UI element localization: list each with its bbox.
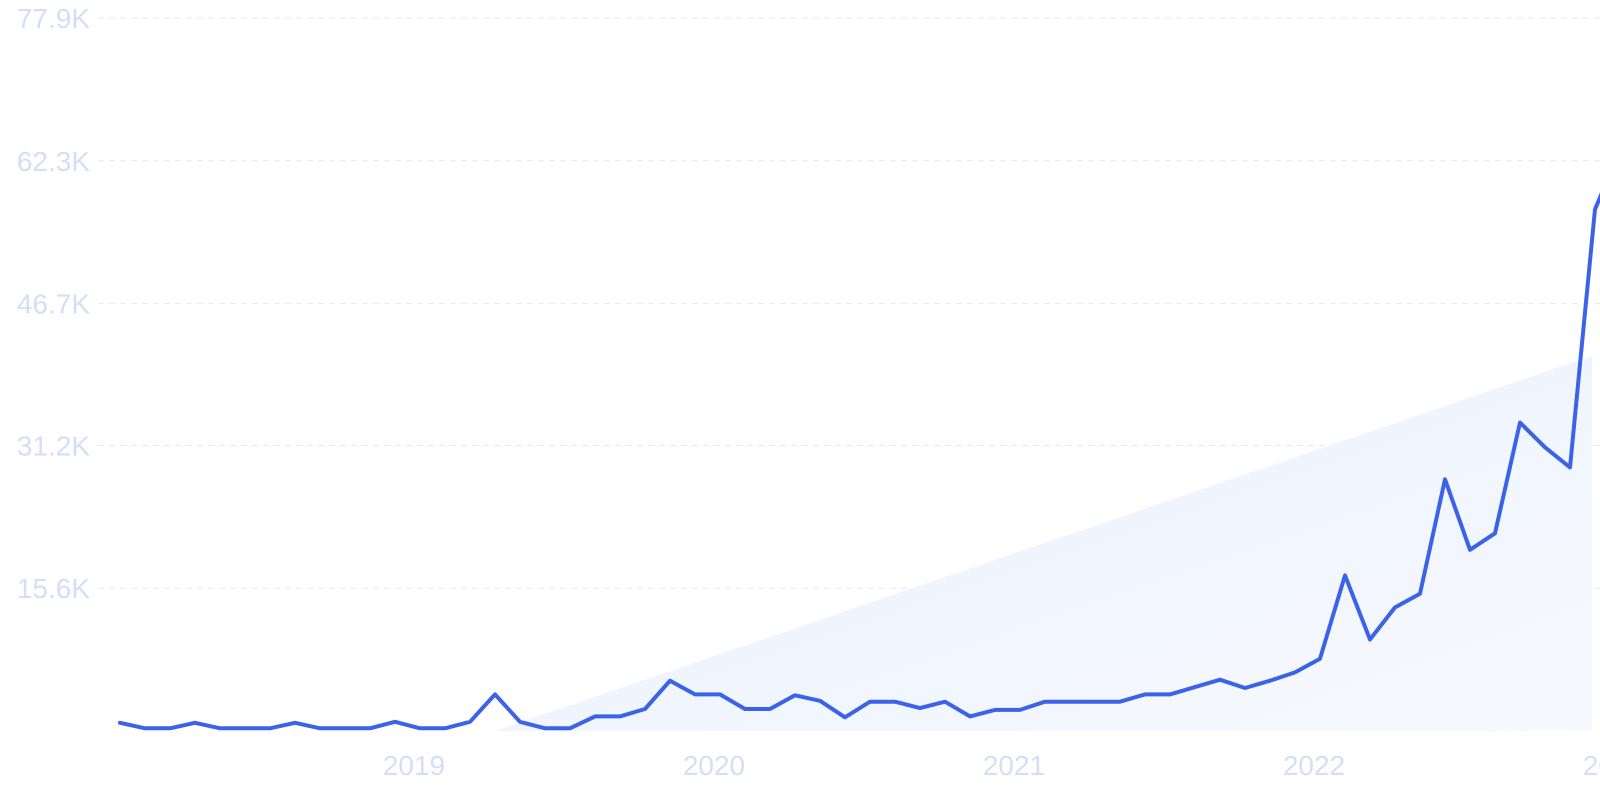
x-tick-label: 2021: [983, 750, 1045, 781]
y-tick-label: 15.6K: [17, 573, 90, 604]
y-tick-label: 31.2K: [17, 430, 90, 461]
x-tick-label: 2022: [1283, 750, 1345, 781]
y-axis: 15.6K 31.2K 46.7K 62.3K 77.9K: [17, 3, 90, 604]
y-tick-label: 46.7K: [17, 289, 90, 320]
x-axis: 2019 2020 2021 2022 2023: [383, 750, 1600, 781]
series-line: [118, 192, 1600, 731]
y-tick-label: 77.9K: [17, 3, 90, 34]
trend-layer: [495, 355, 1592, 731]
x-tick-label: 2023: [1583, 750, 1600, 781]
y-tick-label: 62.3K: [17, 146, 90, 177]
x-tick-label: 2020: [683, 750, 745, 781]
grid-layer: [98, 17, 1600, 589]
trend-area: [495, 355, 1592, 731]
x-tick-label: 2019: [383, 750, 445, 781]
series-layer: [118, 192, 1600, 731]
